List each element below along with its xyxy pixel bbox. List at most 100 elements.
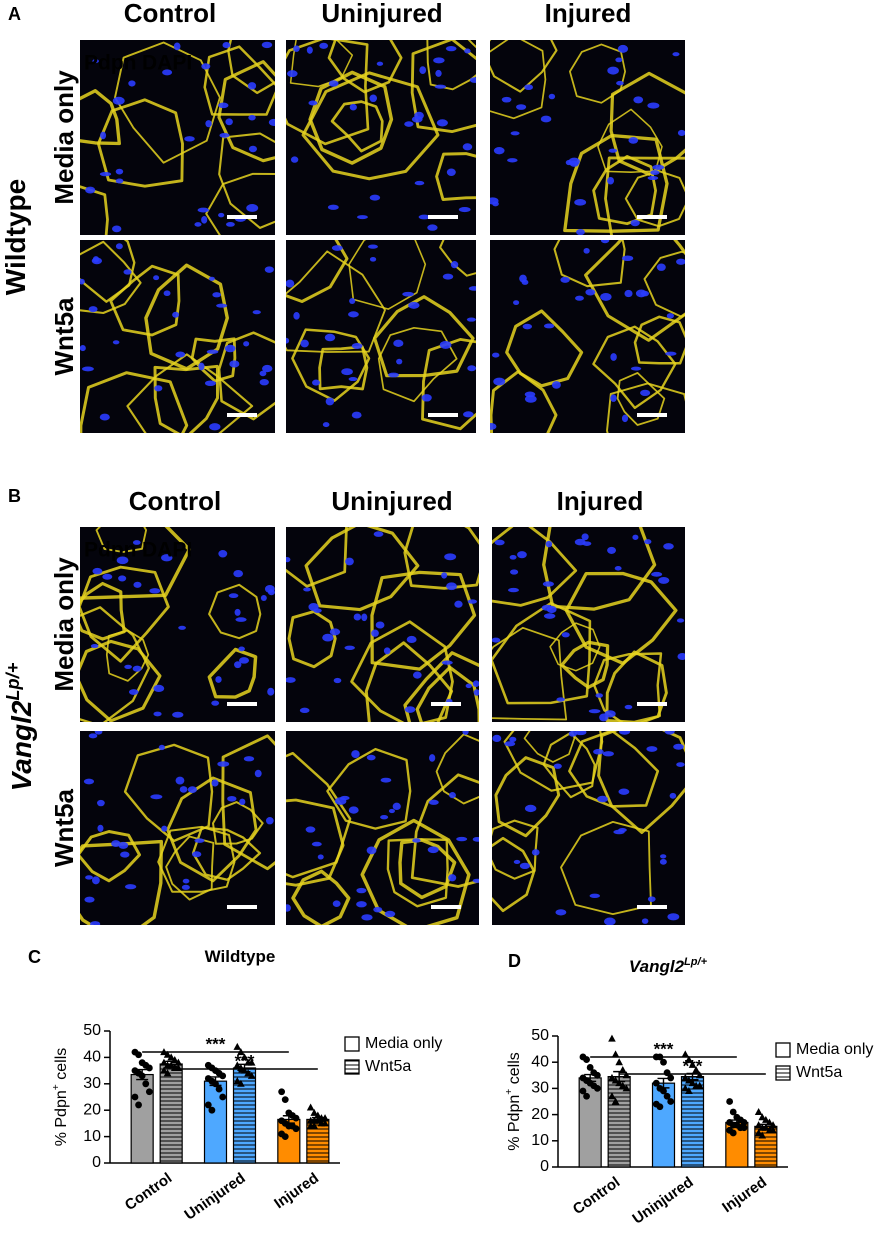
nucleus	[261, 41, 273, 49]
nucleus	[404, 706, 416, 713]
nucleus	[676, 618, 685, 623]
data-point	[681, 1050, 690, 1058]
micrograph	[80, 527, 275, 722]
y-tick-label: 20	[83, 1101, 101, 1118]
nucleus	[351, 411, 362, 419]
nucleus	[414, 180, 425, 186]
membrane	[165, 835, 215, 901]
membrane	[584, 240, 685, 342]
data-point	[579, 1087, 587, 1095]
data-point	[131, 1093, 139, 1101]
nucleus	[115, 178, 124, 184]
membrane	[494, 756, 561, 838]
nucleus	[492, 734, 502, 743]
nucleus	[635, 289, 647, 298]
nucleus	[543, 613, 556, 619]
nucleus	[158, 744, 165, 751]
nucleus	[458, 207, 471, 213]
nucleus	[118, 575, 127, 582]
membrane	[144, 263, 229, 371]
nucleus	[473, 689, 479, 696]
membrane	[207, 647, 258, 699]
micrograph-content	[286, 731, 479, 925]
nucleus	[340, 795, 350, 801]
data-point	[622, 1071, 631, 1079]
bar	[130, 1073, 154, 1164]
data-point	[769, 1126, 777, 1134]
genotype-label: Vangl2Lp/+	[3, 662, 38, 791]
nucleus	[624, 704, 633, 710]
nucleus	[229, 360, 240, 368]
nucleus	[445, 46, 457, 52]
nucleus	[204, 380, 216, 387]
nucleus	[433, 57, 445, 64]
nucleus	[421, 394, 432, 402]
data-point	[314, 1111, 322, 1119]
nucleus	[238, 646, 245, 652]
x-tick-label: Uninjured	[629, 1174, 696, 1228]
nucleus	[541, 604, 553, 611]
y-axis-label: % Pdpn+ cells	[504, 1052, 523, 1151]
panel-label: C	[28, 947, 41, 967]
nucleus	[434, 84, 447, 89]
data-point	[215, 1085, 223, 1093]
nucleus	[85, 875, 93, 880]
nucleus	[602, 751, 614, 757]
nucleus	[162, 69, 173, 76]
nucleus	[234, 661, 242, 669]
nucleus	[99, 413, 110, 421]
nucleus	[615, 57, 623, 63]
nucleus	[161, 825, 168, 832]
membrane	[217, 60, 275, 163]
nucleus	[383, 647, 391, 655]
nucleus	[449, 792, 456, 799]
data-point	[740, 1124, 748, 1132]
nucleus	[545, 540, 553, 548]
nucleus	[182, 878, 190, 884]
scale-bar	[227, 702, 257, 706]
nucleus	[647, 102, 660, 109]
legend-label: Wnt5a	[796, 1064, 842, 1081]
nucleus	[540, 115, 552, 123]
membrane	[105, 629, 150, 682]
nucleus	[676, 258, 685, 265]
membrane	[564, 571, 678, 665]
nucleus	[565, 159, 573, 166]
data-point	[278, 1088, 286, 1096]
nucleus	[187, 786, 197, 794]
nucleus	[610, 353, 617, 361]
stain-label: Pdpn	[84, 539, 137, 562]
nucleus	[351, 750, 360, 759]
column-header: Injured	[545, 0, 632, 28]
y-tick-label: 50	[531, 1027, 549, 1044]
x-tick-label: Injured	[271, 1170, 322, 1213]
bar	[203, 1080, 228, 1164]
nucleus	[333, 677, 342, 684]
data-point	[622, 1084, 631, 1092]
nucleus	[510, 131, 520, 136]
membrane	[490, 370, 558, 433]
nucleus	[212, 292, 221, 298]
membrane	[426, 40, 476, 91]
nucleus	[641, 918, 649, 924]
nucleus	[118, 841, 129, 849]
nucleus	[97, 824, 104, 832]
row-label: Wnt5a	[49, 788, 79, 867]
nucleus	[208, 276, 215, 281]
data-point	[233, 1042, 242, 1050]
nucleus	[128, 80, 136, 87]
nucleus	[376, 61, 384, 66]
data-point	[593, 1085, 601, 1092]
data-point	[163, 1050, 172, 1058]
y-tick-label: 20	[531, 1106, 549, 1123]
membrane	[563, 133, 669, 233]
nucleus	[373, 906, 383, 913]
membrane	[560, 640, 610, 689]
data-point	[174, 1058, 183, 1066]
x-tick-label: Injured	[719, 1174, 770, 1217]
nucleus	[306, 46, 313, 54]
nucleus	[319, 42, 329, 49]
nucleus	[299, 707, 310, 714]
nucleus	[286, 279, 295, 288]
data-point	[685, 1055, 693, 1063]
